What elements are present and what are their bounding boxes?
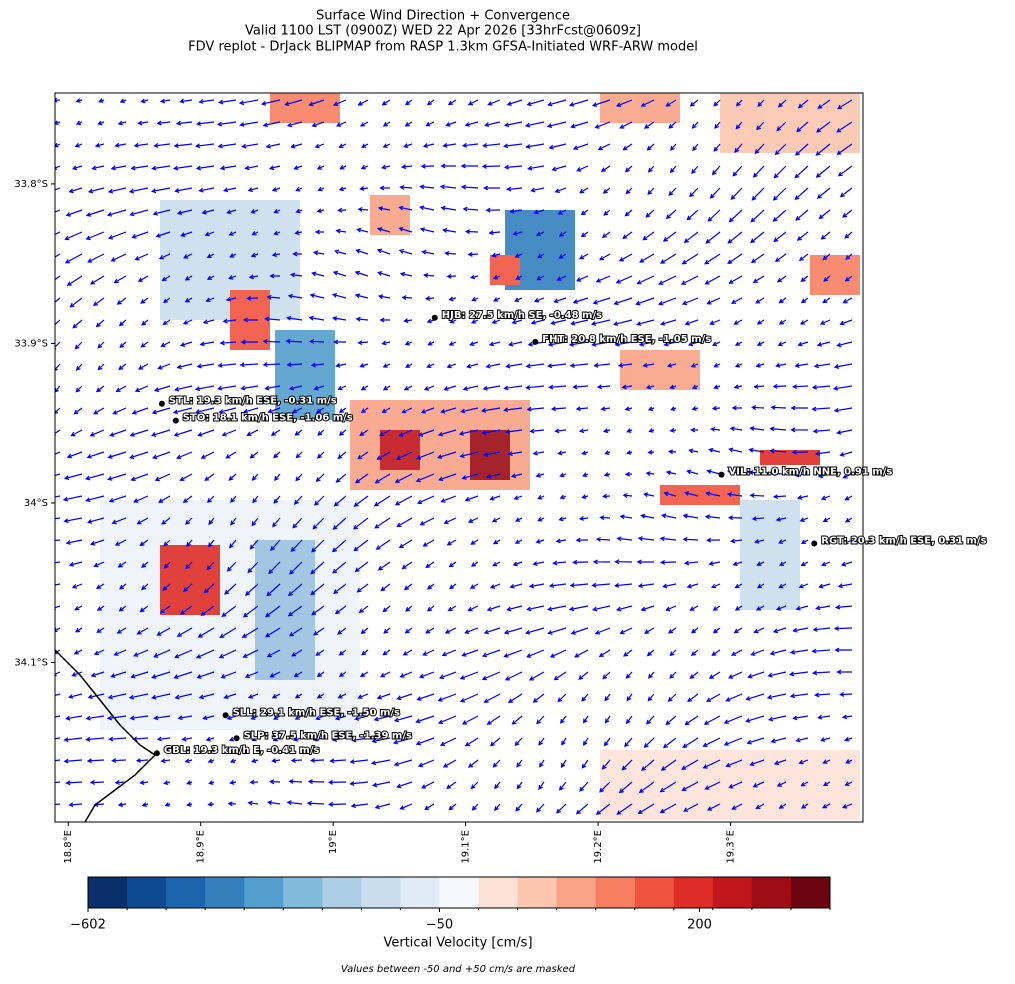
colorbar-tick-label: −602: [70, 918, 106, 933]
colorbar-bin: [439, 877, 480, 908]
colorbar-bin: [205, 877, 245, 908]
station-marker: [532, 338, 539, 345]
station-marker: [431, 314, 438, 321]
colorbar-bin: [517, 877, 558, 908]
colorbar-tick-label: 200: [687, 918, 712, 933]
station-label: VIL: 11.0 km/h NNE, 0.91 m/s: [729, 467, 893, 478]
station-marker: [158, 400, 165, 407]
colorbar-bin: [673, 877, 714, 908]
y-tick-label: 33.9°S: [14, 338, 48, 349]
station-marker: [153, 750, 160, 757]
x-tick-label: 19.1°E: [461, 830, 472, 864]
colorbar-bin: [283, 877, 323, 908]
map-background: [55, 93, 863, 822]
y-tick-label: 34.1°S: [14, 657, 48, 668]
x-tick-label: 18.9°E: [196, 830, 207, 864]
station-marker: [233, 735, 240, 742]
title-line: FDV replot - DrJack BLIPMAP from RASP 1.…: [188, 40, 698, 55]
station-marker: [811, 540, 818, 547]
colorbar-bin: [790, 877, 831, 908]
y-tick-label: 33.8°S: [14, 179, 48, 190]
x-tick-label: 18.8°E: [63, 830, 74, 864]
colorbar-bin: [322, 877, 362, 908]
station-label: SLL: 29.1 km/h ESE, -1.50 m/s: [233, 707, 400, 718]
colorbar-bin: [595, 877, 636, 908]
station-marker: [172, 417, 179, 424]
colorbar-label: Vertical Velocity [cm/s]: [383, 936, 532, 951]
colorbar-tick-label: −50: [426, 918, 453, 933]
colorbar-bin: [556, 877, 597, 908]
colorbar-bin: [127, 877, 167, 908]
colorbar-bin: [712, 877, 753, 908]
station-label: GBL: 19.3 km/h E, -0.41 m/s: [164, 745, 320, 756]
wind-arrows: [55, 97, 853, 815]
title-line: Valid 1100 LST (0900Z) WED 22 Apr 2026 […: [245, 24, 641, 39]
colorbar-frame: [87, 876, 831, 909]
y-tick-label: 34°S: [24, 498, 48, 509]
colorbar-bin: [166, 877, 206, 908]
map-frame: [54, 92, 864, 823]
x-tick-label: 19.2°E: [593, 830, 604, 864]
colorbar-bin: [478, 877, 519, 908]
station-label: STL: 19.3 km/h ESE, -0.31 m/s: [169, 396, 337, 407]
note: Values between -50 and +50 cm/s are mask…: [341, 964, 576, 975]
title-line: Surface Wind Direction + Convergence: [316, 9, 570, 24]
colorbar-bin: [634, 877, 675, 908]
colorbar-bin: [244, 877, 284, 908]
colorbar-bin: [751, 877, 792, 908]
station-label: SLP: 37.5 km/h ESE, -1.39 m/s: [244, 730, 412, 741]
station-marker: [222, 712, 229, 719]
station-label: RGT: 20.3 km/h ESE, 0.31 m/s: [821, 535, 986, 546]
x-tick-label: 19°E: [328, 830, 339, 854]
station-marker: [718, 471, 725, 478]
colorbar-bin: [400, 877, 440, 908]
colorbar-bin: [88, 877, 128, 908]
station-label: STO: 18.1 km/h ESE, -1.06 m/s: [183, 413, 353, 424]
colorbar-bin: [361, 877, 401, 908]
x-tick-label: 19.3°E: [726, 830, 737, 864]
station-label: HJB: 27.5 km/h SE, -0.48 m/s: [442, 310, 602, 321]
station-label: FHT: 20.8 km/h ESE, -1.05 m/s: [542, 334, 711, 345]
